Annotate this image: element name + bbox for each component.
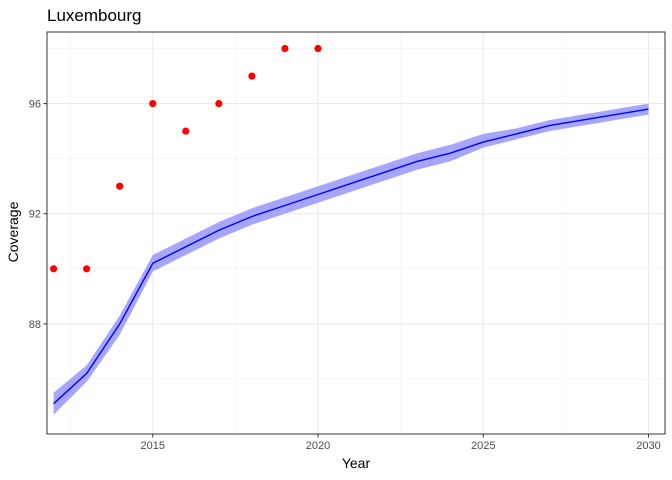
y-tick-label: 96 bbox=[29, 99, 41, 111]
point-layer bbox=[50, 44, 322, 273]
chart-title: Luxembourg bbox=[47, 6, 142, 25]
x-tick-label: 2025 bbox=[471, 440, 495, 452]
data-point bbox=[314, 44, 322, 53]
x-tick-label: 2015 bbox=[141, 440, 165, 452]
plot-panel bbox=[46, 31, 666, 435]
data-point bbox=[182, 127, 190, 135]
series-line bbox=[53, 108, 649, 405]
x-tick-label: 2020 bbox=[306, 440, 330, 452]
confidence-band-layer bbox=[53, 103, 649, 415]
grid bbox=[47, 32, 665, 434]
data-point bbox=[83, 265, 91, 273]
data-point bbox=[50, 265, 58, 273]
y-axis: 88 92 96 bbox=[29, 99, 47, 331]
data-point bbox=[116, 182, 124, 190]
confidence-band bbox=[53, 103, 649, 415]
y-axis-title: Coverage bbox=[5, 201, 21, 262]
data-point bbox=[248, 72, 256, 80]
y-tick-label: 92 bbox=[29, 209, 41, 221]
line-layer bbox=[53, 108, 649, 405]
data-point bbox=[215, 99, 223, 108]
x-axis: 2015 2020 2025 2030 bbox=[141, 434, 661, 452]
x-axis-title: Year bbox=[342, 455, 371, 471]
data-point bbox=[281, 44, 289, 53]
y-tick-label: 88 bbox=[29, 319, 41, 331]
data-point bbox=[149, 99, 157, 108]
x-tick-label: 2030 bbox=[636, 440, 660, 452]
